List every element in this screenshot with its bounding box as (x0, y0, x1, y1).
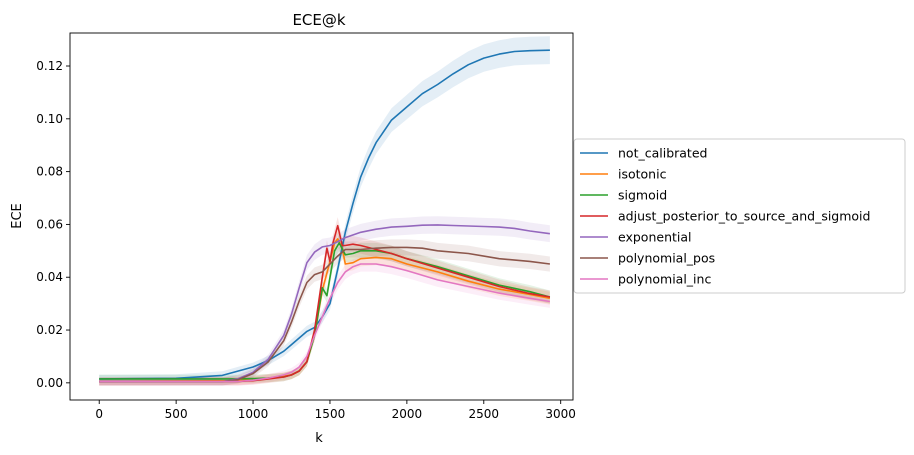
x-tick-label: 1500 (315, 407, 346, 421)
plot-frame (69, 32, 574, 401)
y-tick-label: 0.12 (36, 59, 63, 73)
legend-label-adjust_posterior_to_source_and_sigmoid: adjust_posterior_to_source_and_sigmoid (618, 209, 870, 224)
legend: not_calibrated isotonic sigmoid adjust_post… (573, 138, 906, 294)
y-axis-ticks: 0.00 0.02 0.04 0.06 0.08 0.10 0.12 (36, 59, 70, 390)
series-line-not_calibrated (99, 49, 550, 380)
x-axis-label: k (315, 431, 323, 446)
x-tick-label: 3000 (545, 407, 576, 421)
x-tick-label: 2500 (469, 407, 500, 421)
x-tick-label: 0 (95, 407, 103, 421)
series-line-polynomial_pos (99, 246, 551, 383)
legend-label-isotonic: isotonic (618, 167, 667, 182)
y-tick-label: 0.02 (36, 323, 63, 337)
legend-label-polynomial_pos: polynomial_pos (618, 251, 715, 266)
series-line-adjust_posterior_to_source_and_sigmoid (99, 224, 551, 383)
x-tick-label: 1000 (238, 407, 269, 421)
y-tick-label: 0.06 (36, 217, 63, 231)
legend-label-exponential: exponential (618, 230, 692, 245)
legend-box (573, 138, 906, 294)
y-tick-label: 0.00 (36, 376, 63, 390)
y-tick-label: 0.10 (36, 112, 63, 126)
band-not_calibrated (99, 36, 550, 383)
y-axis-label: ECE (10, 203, 25, 229)
legend-label-polynomial_inc: polynomial_inc (618, 272, 711, 287)
band-isotonic (99, 230, 550, 386)
x-tick-label: 2000 (392, 407, 423, 421)
legend-label-sigmoid: sigmoid (618, 188, 667, 203)
confidence-bands (99, 36, 550, 386)
series-line-exponential (99, 224, 551, 383)
y-tick-label: 0.04 (36, 270, 63, 284)
x-axis-ticks: 0 500 1000 1500 2000 2500 3000 (95, 400, 576, 421)
chart-title: ECE@k (292, 11, 345, 29)
series-line-polynomial_inc (99, 263, 551, 383)
legend-label-not_calibrated: not_calibrated (618, 146, 707, 161)
x-tick-label: 500 (165, 407, 188, 421)
band-exponential (99, 216, 550, 386)
y-tick-label: 0.08 (36, 165, 63, 179)
series-lines (99, 49, 551, 383)
